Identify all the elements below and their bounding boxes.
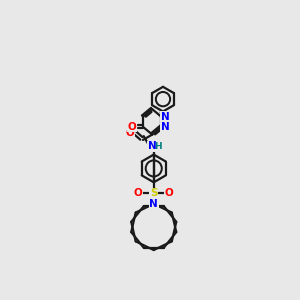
Text: N: N [161, 112, 170, 122]
Text: N: N [149, 199, 158, 209]
Text: O: O [128, 122, 136, 132]
Text: O: O [134, 188, 143, 198]
Text: H: H [154, 142, 161, 152]
Text: O: O [125, 128, 134, 138]
Text: S: S [150, 188, 158, 198]
Text: O: O [165, 188, 173, 198]
Text: N: N [148, 141, 157, 151]
Text: N: N [161, 122, 170, 132]
